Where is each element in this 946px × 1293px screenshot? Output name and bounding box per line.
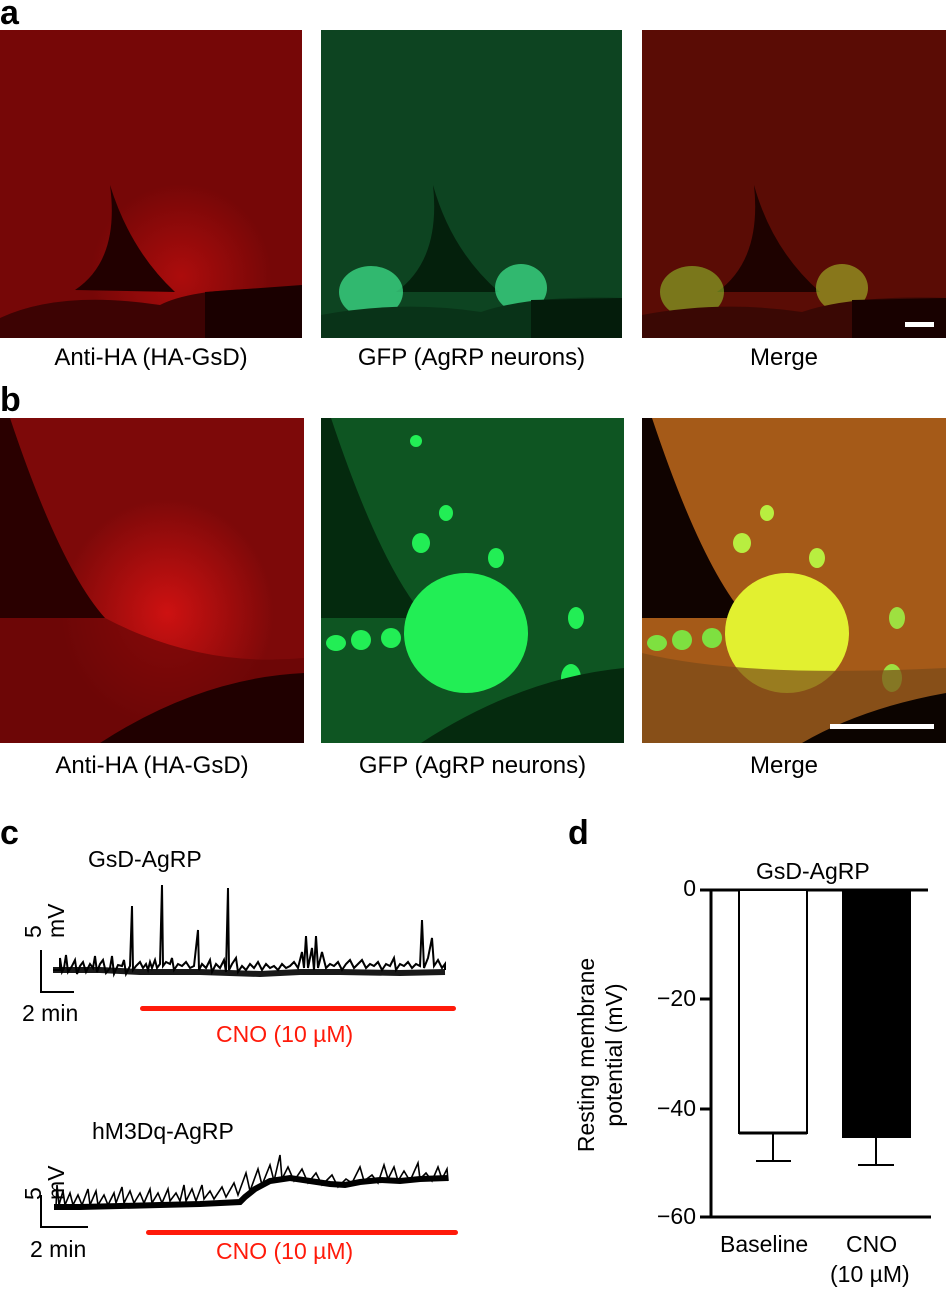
y-axis-label-line2: potential (mV)	[601, 983, 627, 1127]
chart-title: GsD-AgRP	[756, 858, 870, 884]
panel-label-b: b	[0, 381, 21, 419]
ytick-minus20: −20	[656, 985, 696, 1011]
scale-voltage-label-2: 5 mV	[20, 1165, 69, 1201]
trace-title-hm3dq: hM3Dq-AgRP	[92, 1118, 234, 1144]
ytick-minus40: −40	[656, 1095, 696, 1121]
panel-label-d: d	[568, 814, 589, 852]
caption-a-gfp: GFP (AgRP neurons)	[357, 344, 586, 371]
bar-cno	[842, 890, 911, 1138]
bar-baseline	[738, 889, 808, 1134]
y-axis-label: Resting membrane potential (mV)	[572, 935, 628, 1175]
image-a-gfp	[321, 30, 622, 338]
image-a-merge	[642, 30, 946, 338]
panel-label-c: c	[0, 814, 19, 852]
scale-bar	[830, 724, 934, 729]
cno-label-2: CNO (10 µM)	[216, 1238, 354, 1264]
trace-title-gsd: GsD-AgRP	[88, 846, 202, 872]
trace-hm3dq-agrp	[40, 1154, 449, 1228]
image-a-anti-ha	[0, 30, 302, 338]
scale-time-label-2: 2 min	[30, 1236, 87, 1262]
image-b-anti-ha	[0, 418, 304, 743]
trace-gsd-agrp	[40, 884, 446, 993]
cno-label-1: CNO (10 µM)	[216, 1021, 354, 1047]
caption-a-anti-ha: Anti-HA (HA-GsD)	[54, 344, 248, 371]
scale-bar	[905, 322, 934, 327]
cno-application-bar-2	[146, 1230, 458, 1235]
image-b-merge	[642, 418, 946, 743]
caption-b-anti-ha: Anti-HA (HA-GsD)	[55, 752, 249, 779]
scale-voltage-label-1: 5 mV	[20, 903, 69, 939]
caption-a-merge: Merge	[749, 344, 819, 371]
ytick-0: 0	[683, 875, 696, 901]
image-b-gfp	[321, 418, 624, 743]
y-axis-label-line1: Resting membrane	[573, 957, 599, 1153]
xlabel-cno: CNO	[846, 1231, 898, 1257]
caption-b-merge: Merge	[749, 752, 819, 779]
xlabel-baseline: Baseline	[720, 1231, 809, 1257]
ytick-minus60: −60	[656, 1203, 696, 1229]
panel-label-a: a	[0, 0, 19, 32]
xlabel-cno-dose: (10 µM)	[830, 1261, 910, 1287]
caption-b-gfp: GFP (AgRP neurons)	[358, 752, 587, 779]
cno-application-bar-1	[140, 1006, 456, 1011]
scale-time-label-1: 2 min	[22, 1000, 79, 1026]
